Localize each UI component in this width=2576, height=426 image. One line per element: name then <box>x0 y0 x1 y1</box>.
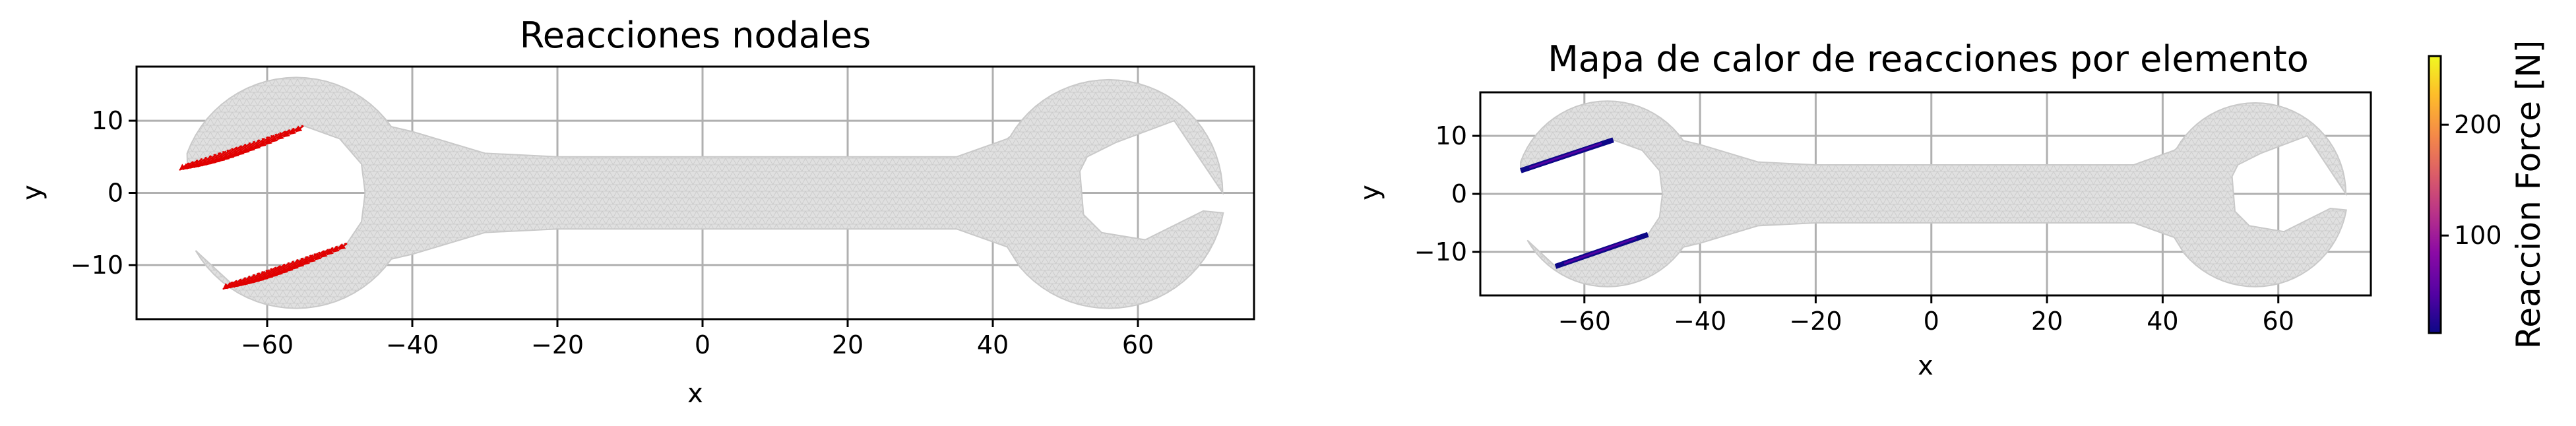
wrench-body <box>1520 100 2348 288</box>
x-tick-label: 60 <box>2263 307 2294 336</box>
mapa-calor-panel: Mapa de calor de reacciones por elemento… <box>1355 38 2372 381</box>
reaction-arrows <box>179 125 348 290</box>
y-axis-ticks: −10 0 10 <box>71 106 137 280</box>
reaction-support-edge <box>187 125 304 166</box>
x-tick-label: −40 <box>386 330 439 359</box>
colorbar-ticks: 100 200 <box>2441 110 2502 250</box>
x-tick-label: 40 <box>977 330 1009 359</box>
x-axis-label: x <box>1918 351 1933 381</box>
heatmap-support-elements <box>1520 137 1649 269</box>
x-axis-ticks: −60 −40 −20 0 20 40 60 <box>1558 295 2294 336</box>
y-axis-label: y <box>17 185 47 200</box>
x-tick-label: 20 <box>2031 307 2063 336</box>
x-axis-ticks: −60 −40 −20 0 20 40 60 <box>241 319 1154 359</box>
y-axis-label: y <box>1355 185 1385 200</box>
reacciones-nodales-panel: Reacciones nodales −60 −40 −20 0 20 40 60 −10 0… <box>17 15 1255 409</box>
y-tick-label: −10 <box>71 251 123 280</box>
y-tick-label: 10 <box>1435 121 1467 150</box>
colorbar-tick-label: 100 <box>2454 221 2502 250</box>
colorbar-tick-label: 200 <box>2454 110 2502 139</box>
wrench-mesh <box>1520 100 2348 288</box>
colorbar: 100 200 Reaccion Force [N] <box>2428 40 2548 350</box>
chart-title: Mapa de calor de reacciones por elemento <box>1548 38 2309 80</box>
x-tick-label: 60 <box>1122 330 1154 359</box>
colorbar-gradient <box>2428 55 2442 334</box>
x-tick-label: 40 <box>2147 307 2178 336</box>
x-tick-label: −20 <box>1789 307 1842 336</box>
y-tick-label: 0 <box>1451 179 1467 208</box>
y-tick-label: 10 <box>92 106 123 135</box>
x-tick-label: −40 <box>1674 307 1726 336</box>
x-tick-label: −60 <box>241 330 294 359</box>
x-tick-label: −60 <box>1558 307 1611 336</box>
heatmap-element-highlight <box>1563 237 1637 265</box>
x-tick-label: 0 <box>695 330 710 359</box>
wrench-mesh <box>186 76 1224 309</box>
y-axis-ticks: −10 0 10 <box>1414 121 1480 266</box>
x-tick-label: 0 <box>1924 307 1939 336</box>
reaction-support-edge <box>230 242 348 284</box>
chart-title: Reacciones nodales <box>520 15 871 56</box>
heatmap-element-highlight <box>1529 142 1602 169</box>
x-axis-label: x <box>687 379 703 409</box>
y-tick-label: 0 <box>108 179 123 208</box>
wrench-body <box>186 76 1224 309</box>
colorbar-label: Reaccion Force [N] <box>2509 40 2548 350</box>
y-tick-label: −10 <box>1414 237 1467 266</box>
x-tick-label: −20 <box>531 330 584 359</box>
x-tick-label: 20 <box>832 330 864 359</box>
